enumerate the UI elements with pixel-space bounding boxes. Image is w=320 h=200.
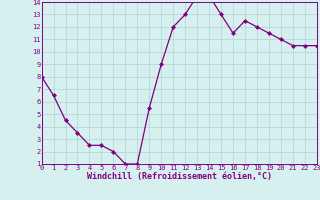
X-axis label: Windchill (Refroidissement éolien,°C): Windchill (Refroidissement éolien,°C): [87, 172, 272, 181]
